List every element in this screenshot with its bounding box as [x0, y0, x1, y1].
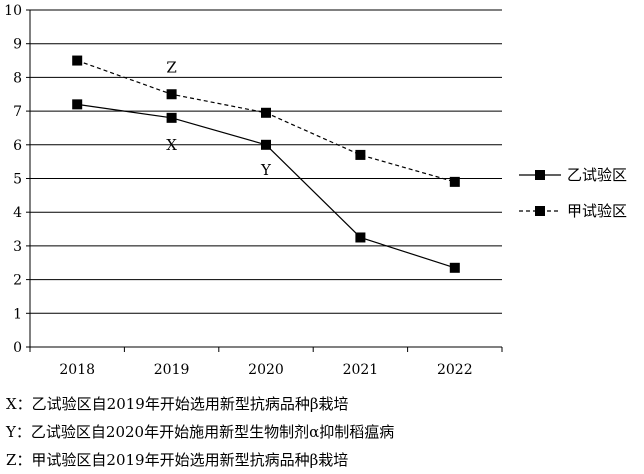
y-tick-label-9: 9	[13, 37, 22, 53]
marker-s1-2021	[355, 149, 366, 160]
x-tick-label-2021: 2021	[343, 362, 379, 378]
note-y: Y：乙试验区自2020年开始施用新型生物制剂α抑制稻瘟病	[6, 423, 395, 441]
note-z: Z：甲试验区自2019年开始选用新型抗病品种β栽培	[6, 451, 349, 469]
annotation-X: X	[166, 136, 177, 154]
annotation-Z: Z	[166, 58, 176, 76]
y-tick-label-6: 6	[13, 138, 22, 154]
legend-label-0: 乙试验区	[567, 166, 627, 184]
x-tick-label-2020: 2020	[248, 362, 284, 378]
note-x: X：乙试验区自2019年开始选用新型抗病品种β栽培	[6, 395, 349, 413]
marker-s0-2018	[72, 99, 83, 110]
marker-s0-2022	[449, 262, 460, 273]
y-tick-label-3: 3	[13, 239, 22, 255]
marker-s1-2022	[449, 176, 460, 187]
legend-label-1: 甲试验区	[567, 202, 627, 220]
legend-marker-0	[535, 170, 545, 180]
marker-s0-2021	[355, 232, 366, 243]
y-tick-labels: 0 1 2 3 4 5 6 7 8 9 10	[4, 3, 30, 356]
y-tick-label-1: 1	[13, 306, 22, 322]
y-tick-label-8: 8	[13, 70, 22, 86]
y-tick-label-10: 10	[4, 3, 22, 19]
marker-s0-2020	[261, 139, 271, 150]
marker-s0-2019	[166, 112, 177, 123]
y-tick-label-0: 0	[13, 340, 22, 356]
x-tick-label-2018: 2018	[59, 362, 95, 378]
marker-s1-2020	[261, 107, 271, 118]
y-tick-label-7: 7	[13, 104, 22, 120]
series-line-0	[77, 103, 455, 269]
marker-s1-2019	[166, 89, 177, 100]
x-tick-label-2019: 2019	[154, 362, 190, 378]
legend-marker-1	[535, 206, 545, 216]
y-tick-label-5: 5	[13, 172, 22, 188]
y-tick-label-4: 4	[13, 205, 22, 221]
annotation-Y: Y	[260, 161, 272, 179]
series-markers	[72, 55, 460, 273]
marker-s1-2018	[72, 55, 83, 66]
y-tick-label-2: 2	[13, 273, 22, 289]
x-tick-labels: 2018 2019 2020 2021 2022	[29, 347, 503, 378]
x-tick-label-2022: 2022	[437, 362, 473, 378]
annotations: Z X Y	[166, 58, 272, 179]
line-chart: 0 1 2 3 4 5 6 7 8 9 10 2018 2019 2020 2021 2022 Z X Y 乙试…	[4, 3, 627, 378]
